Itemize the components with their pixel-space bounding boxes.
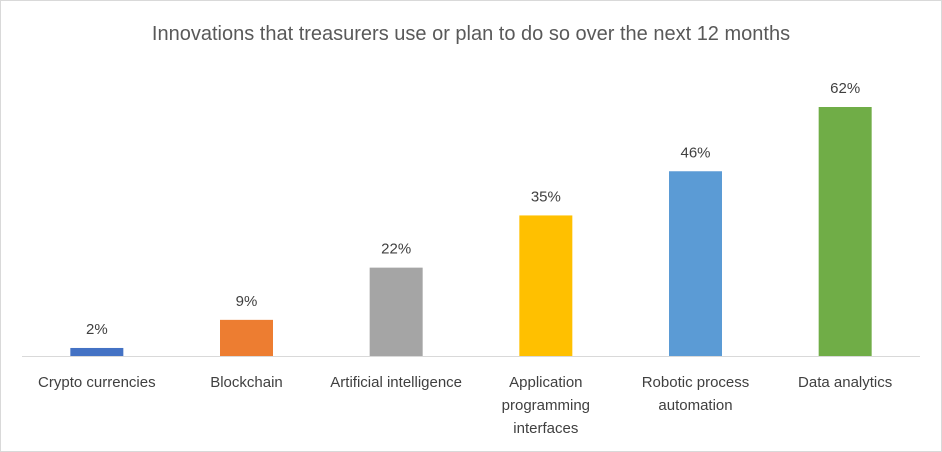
- bar: [669, 171, 722, 356]
- bar: [220, 319, 273, 356]
- value-label: 46%: [680, 144, 710, 161]
- x-tick-label: Artificial intelligence: [330, 374, 462, 391]
- bar: [70, 347, 124, 356]
- value-label: 2%: [86, 321, 108, 338]
- x-tick-label: Crypto currencies: [38, 374, 156, 391]
- value-label: 22%: [381, 241, 411, 258]
- bar: [818, 107, 872, 356]
- x-tick-label: Blockchain: [210, 374, 283, 391]
- value-label: 9%: [236, 293, 258, 310]
- value-label: 62%: [830, 80, 860, 97]
- value-label: 35%: [531, 188, 561, 205]
- bar: [519, 215, 573, 356]
- bar: [369, 267, 423, 356]
- x-tick-label: Application programming interfaces: [502, 374, 590, 437]
- chart-title: Innovations that treasurers use or plan …: [152, 23, 790, 45]
- x-tick-label: Data analytics: [798, 374, 892, 391]
- x-tick-label: Robotic process automation: [642, 374, 750, 414]
